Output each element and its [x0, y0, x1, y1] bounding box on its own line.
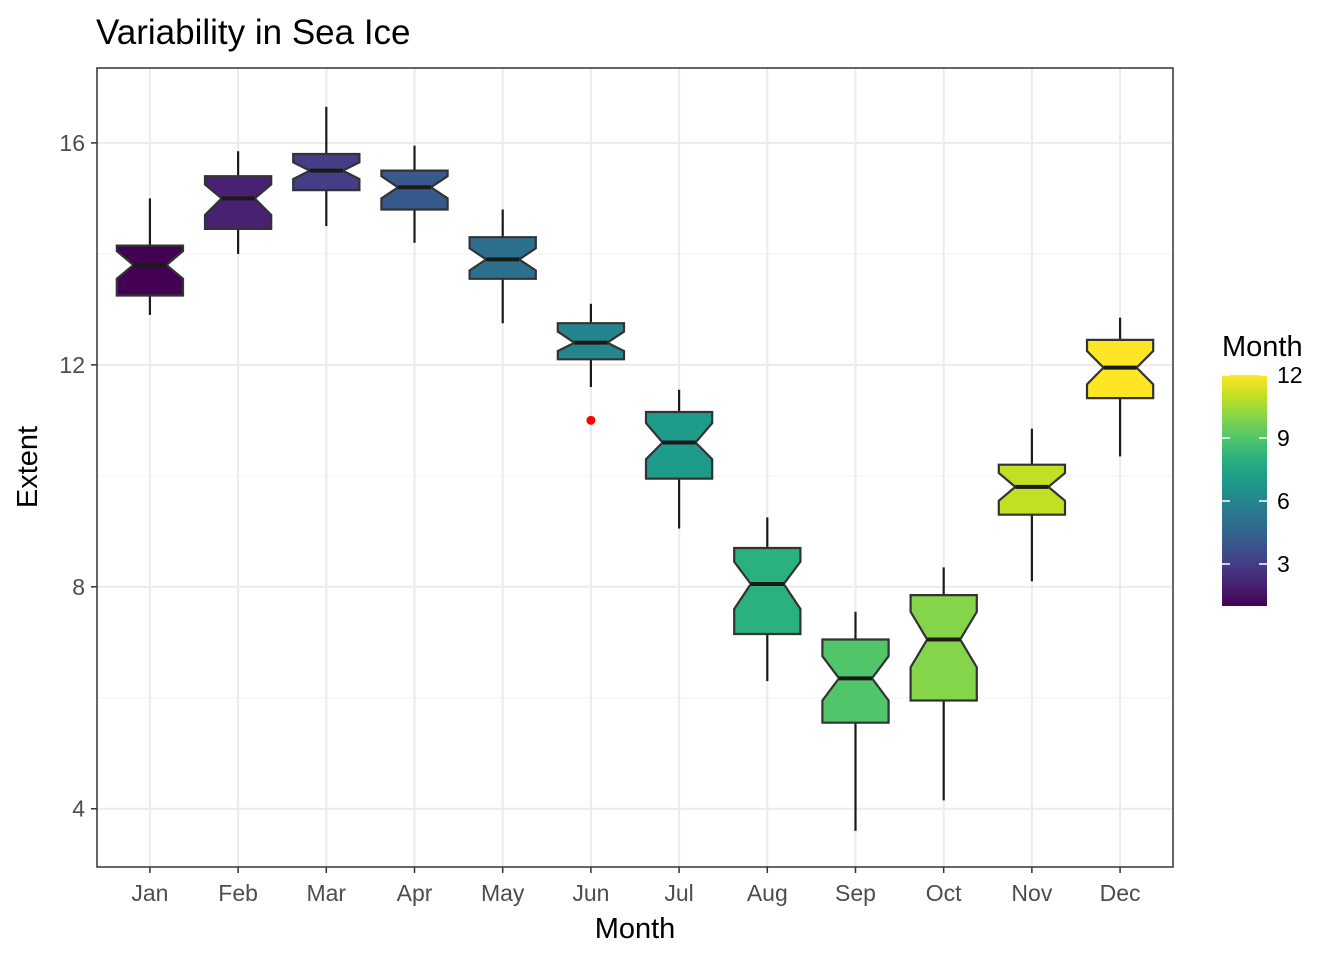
- y-axis-title: Extent: [12, 426, 44, 508]
- chart-title: Variability in Sea Ice: [96, 13, 411, 52]
- panel-border: [96, 67, 1174, 868]
- x-tick-label: Oct: [926, 880, 962, 906]
- minor-gridlines: [97, 253, 1173, 699]
- x-tick-label: Feb: [218, 880, 258, 906]
- notched-box: [909, 593, 978, 702]
- legend-colorbar: [1222, 375, 1267, 606]
- x-tick-label: Aug: [747, 880, 788, 906]
- legend-tick-label: 9: [1277, 425, 1290, 451]
- box-may: [468, 209, 537, 324]
- y-tick-label: 4: [72, 796, 85, 822]
- x-axis-ticks: Jan Feb Mar Apr May Jun Jul Aug Sep Oct Nov Dec: [131, 867, 1141, 906]
- box-jun: [556, 303, 626, 388]
- notched-box: [115, 244, 185, 297]
- box-jul: [644, 389, 714, 529]
- x-tick-label: Apr: [397, 880, 433, 906]
- outlier-point: [586, 415, 596, 425]
- color-legend: Month 3 6 9 12: [1222, 331, 1303, 606]
- y-tick-label: 8: [72, 574, 85, 600]
- legend-ticks: 3 6 9 12: [1222, 362, 1303, 577]
- box-apr: [380, 145, 449, 243]
- box-dec: [1085, 317, 1155, 457]
- legend-tick-label: 12: [1277, 362, 1303, 388]
- box-nov: [997, 428, 1067, 582]
- x-tick-label: Mar: [306, 880, 346, 906]
- y-tick-label: 16: [59, 130, 85, 156]
- legend-tick-label: 6: [1277, 488, 1290, 514]
- x-tick-label: Jul: [664, 880, 693, 906]
- legend-title: Month: [1222, 331, 1303, 363]
- x-tick-label: Jun: [572, 880, 609, 906]
- notched-box: [733, 546, 802, 636]
- box-mar: [292, 106, 361, 227]
- box-series: [115, 106, 1155, 831]
- box-feb: [203, 151, 273, 254]
- x-axis-title: Month: [595, 913, 676, 945]
- notched-box: [203, 175, 273, 230]
- x-tick-label: Jan: [131, 880, 168, 906]
- x-tick-label: May: [481, 880, 525, 906]
- y-axis-ticks: 4 8 12 16: [59, 130, 97, 822]
- outlier-points: [586, 415, 596, 425]
- y-tick-label: 12: [59, 352, 85, 378]
- notched-box: [644, 410, 714, 480]
- x-tick-label: Nov: [1011, 880, 1052, 906]
- box-oct: [909, 567, 978, 801]
- x-tick-label: Dec: [1100, 880, 1141, 906]
- x-tick-label: Sep: [835, 880, 876, 906]
- notched-box: [821, 638, 890, 724]
- notched-box: [997, 463, 1067, 516]
- box-sep: [821, 611, 890, 831]
- notched-box: [380, 169, 449, 211]
- legend-tick-label: 3: [1277, 551, 1290, 577]
- box-aug: [733, 517, 802, 682]
- box-jan: [115, 198, 185, 315]
